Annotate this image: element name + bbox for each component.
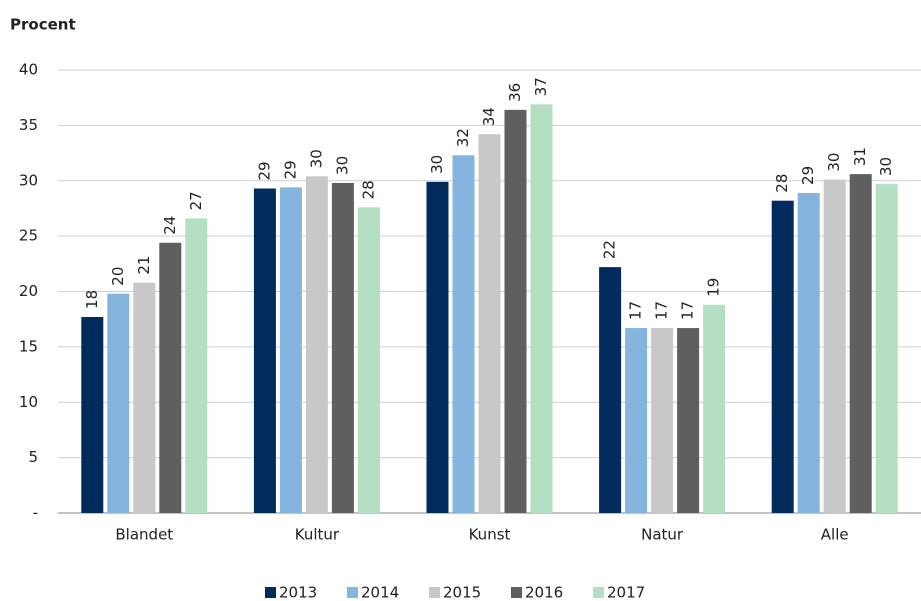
y-tick-label: 35 [19,116,38,134]
bar [703,304,726,513]
data-label: 28 [773,174,791,193]
data-label: 19 [705,278,723,297]
y-tick-label: 10 [19,393,38,411]
data-label: 29 [255,161,273,180]
bar [331,182,354,513]
bar [625,328,648,513]
legend-label: 2016 [525,584,563,601]
bar [357,207,380,513]
data-label: 30 [428,155,446,174]
legend-swatch [429,587,440,598]
data-label: 29 [281,160,299,179]
data-label: 18 [83,290,101,309]
data-label: 17 [627,301,645,320]
x-tick-label: Natur [641,526,684,544]
bar [771,200,794,513]
data-label: 30 [307,149,325,168]
x-tick-label: Blandet [115,526,173,544]
bar [599,267,622,513]
bar [81,316,104,513]
data-label: 21 [135,256,153,275]
legend-swatch [265,587,276,598]
bar [530,104,553,514]
legend-swatch [593,587,604,598]
data-label: 37 [532,77,550,96]
data-label: 28 [359,180,377,199]
bar [478,134,501,514]
chart-title: Procent [10,16,76,34]
data-label: 27 [187,191,205,210]
y-tick-label: 15 [19,337,38,355]
bar [426,181,449,514]
bar [279,187,302,513]
data-label: 34 [480,107,498,126]
bar [875,184,898,513]
x-tick-label: Kultur [295,526,340,544]
legend-label: 2014 [361,584,399,601]
data-label: 32 [454,128,472,147]
y-tick-label: 25 [19,227,38,245]
data-label: 22 [601,240,619,259]
data-label: 20 [109,267,127,286]
bar [823,179,846,513]
bar [159,242,182,513]
bar [651,328,674,513]
data-label: 30 [825,153,843,172]
x-tick-label: Alle [821,526,849,544]
y-tick-label: 20 [19,282,38,300]
data-label: 30 [877,157,895,176]
y-tick-label: 5 [28,448,38,466]
bar [107,293,130,513]
x-tick-label: Kunst [469,526,511,544]
legend-label: 2013 [279,584,317,601]
bar [133,282,156,513]
data-label: 29 [799,166,817,185]
y-tick-label: 30 [19,171,38,189]
bar [504,109,527,514]
bar [677,328,700,513]
legend-label: 2015 [443,584,481,601]
data-label: 17 [679,301,697,320]
y-tick-label: 40 [19,61,38,79]
y-tick-label: - [33,504,38,522]
bar [849,174,872,514]
data-label: 17 [653,301,671,320]
bar [305,176,328,513]
data-label: 31 [851,147,869,166]
bar [253,188,276,513]
data-label: 30 [333,156,351,175]
data-label: 24 [161,216,179,235]
legend-swatch [347,587,358,598]
legend-swatch [511,587,522,598]
data-label: 36 [506,83,524,102]
bar [185,218,208,513]
bar [452,155,475,513]
legend-label: 2017 [607,584,645,601]
bar [797,192,820,513]
